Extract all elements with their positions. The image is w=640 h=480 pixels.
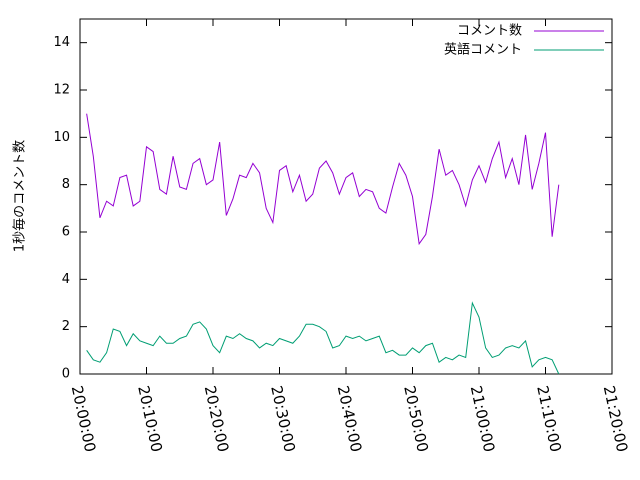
x-tick-label: 20:00:00 — [68, 384, 100, 454]
y-tick-label: 14 — [53, 35, 70, 50]
x-tick-label: 21:20:00 — [600, 384, 632, 454]
series-line — [86, 301, 560, 375]
x-tick-label: 20:30:00 — [267, 384, 299, 454]
legend-label: コメント数 — [457, 24, 522, 39]
y-tick-label: 12 — [53, 83, 70, 98]
y-tick-label: 10 — [53, 130, 70, 145]
x-tick-label: 21:00:00 — [467, 384, 499, 454]
y-tick-label: 2 — [62, 319, 70, 334]
y-tick-label: 4 — [62, 272, 70, 287]
x-tick-label: 20:20:00 — [201, 384, 233, 454]
y-axis-label: 1秒毎のコメント数 — [12, 140, 28, 252]
y-tick-label: 8 — [62, 177, 70, 192]
plot-border — [79, 18, 613, 375]
x-tick-label: 20:10:00 — [134, 384, 166, 454]
y-tick-label: 0 — [62, 367, 70, 382]
x-tick-label: 20:50:00 — [400, 384, 432, 454]
series-line — [86, 113, 560, 246]
y-tick-label: 6 — [62, 225, 70, 240]
x-tick-label: 20:40:00 — [334, 384, 366, 454]
legend-label: 英語コメント — [444, 42, 522, 58]
x-tick-label: 21:10:00 — [533, 384, 565, 454]
